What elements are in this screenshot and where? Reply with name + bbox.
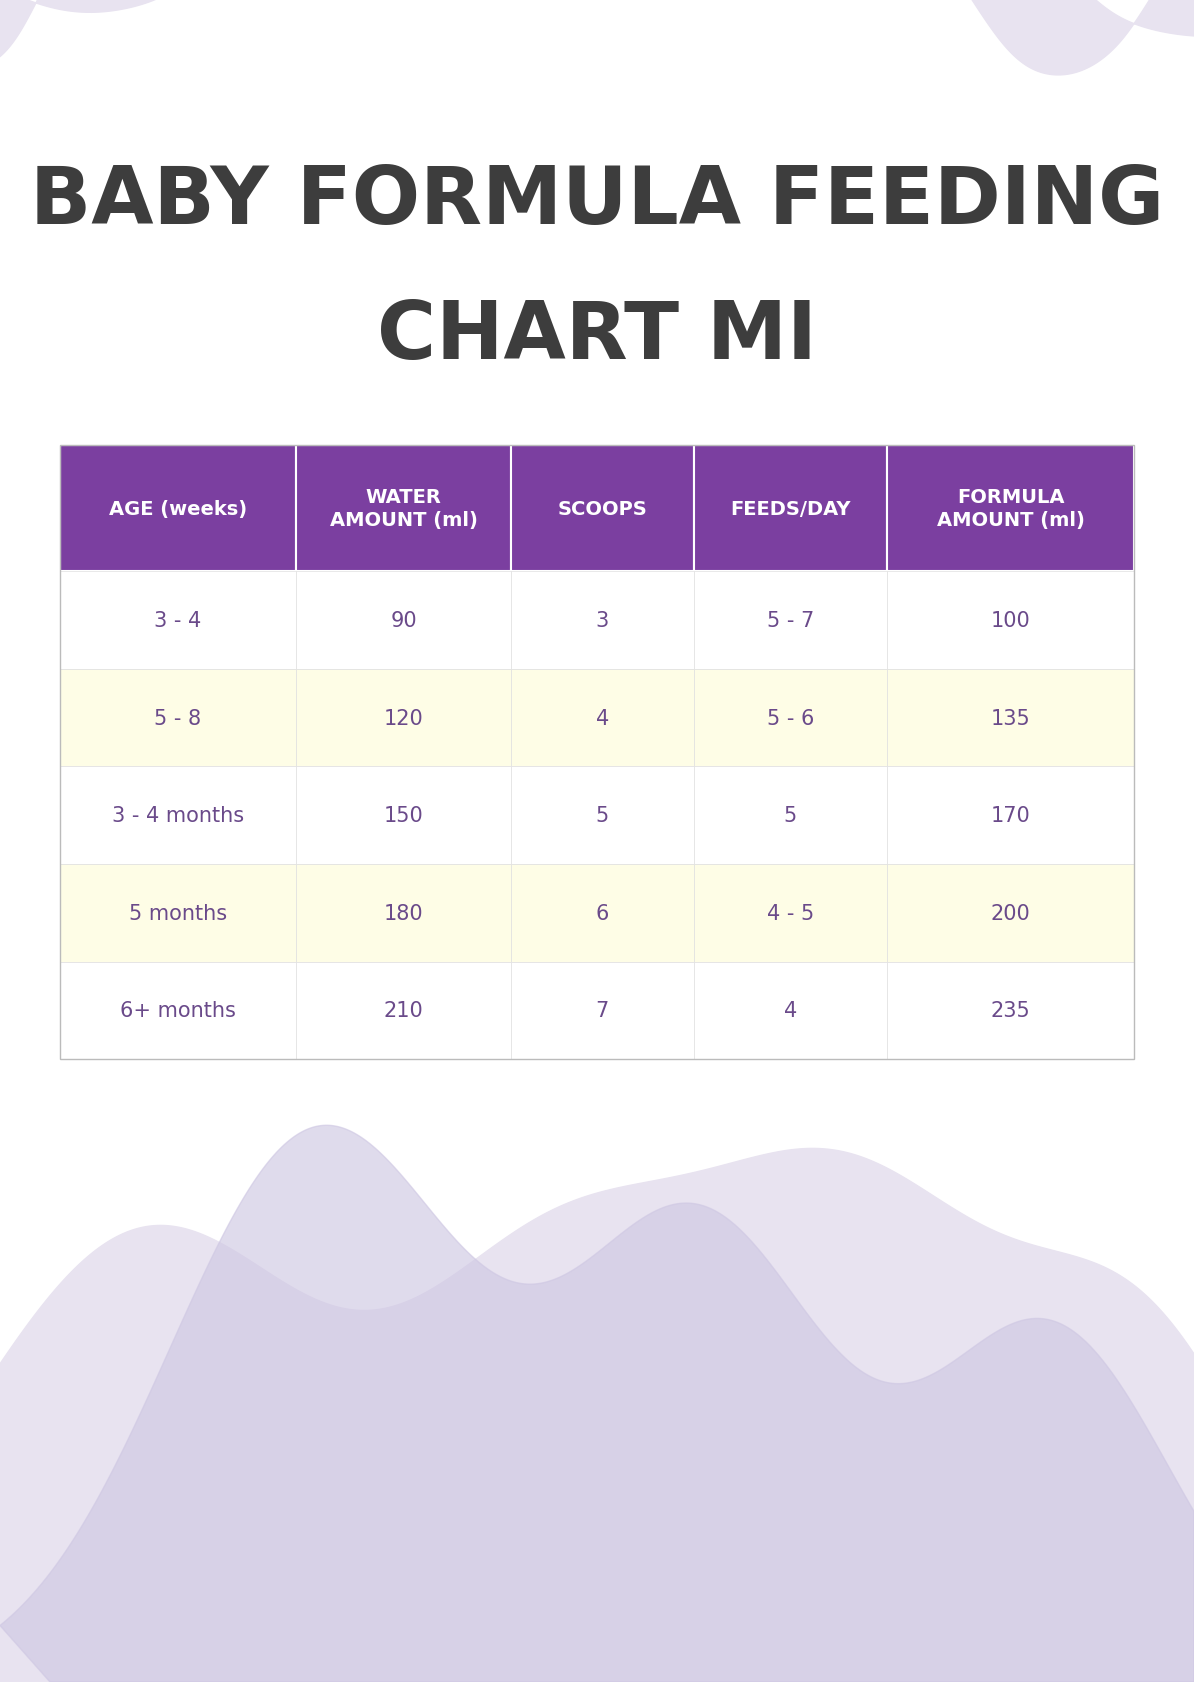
Text: 200: 200 [991, 903, 1030, 923]
FancyBboxPatch shape [511, 767, 694, 865]
FancyBboxPatch shape [296, 446, 511, 572]
Text: 235: 235 [991, 1001, 1030, 1021]
FancyBboxPatch shape [60, 865, 296, 962]
Text: BABY FORMULA FEEDING: BABY FORMULA FEEDING [30, 163, 1164, 241]
FancyBboxPatch shape [887, 865, 1134, 962]
Polygon shape [0, 0, 183, 66]
Text: 5 - 8: 5 - 8 [154, 708, 202, 728]
FancyBboxPatch shape [694, 962, 887, 1060]
Text: 3: 3 [596, 611, 609, 631]
Text: 180: 180 [383, 903, 424, 923]
FancyBboxPatch shape [887, 962, 1134, 1060]
Text: 3 - 4: 3 - 4 [154, 611, 202, 631]
FancyBboxPatch shape [511, 865, 694, 962]
Text: 7: 7 [596, 1001, 609, 1021]
Text: 4: 4 [783, 1001, 798, 1021]
FancyBboxPatch shape [694, 572, 887, 669]
Text: 100: 100 [991, 611, 1030, 631]
Text: 5: 5 [596, 806, 609, 826]
Text: FORMULA
AMOUNT (ml): FORMULA AMOUNT (ml) [937, 488, 1084, 530]
Text: 3 - 4 months: 3 - 4 months [112, 806, 244, 826]
Polygon shape [0, 1149, 1194, 1682]
FancyBboxPatch shape [887, 669, 1134, 767]
FancyBboxPatch shape [296, 767, 511, 865]
FancyBboxPatch shape [511, 446, 694, 572]
Text: 4: 4 [596, 708, 609, 728]
Text: 5 months: 5 months [129, 903, 227, 923]
FancyBboxPatch shape [511, 572, 694, 669]
Text: 90: 90 [390, 611, 417, 631]
Text: 5: 5 [783, 806, 798, 826]
FancyBboxPatch shape [296, 865, 511, 962]
FancyBboxPatch shape [60, 962, 296, 1060]
Text: 5 - 7: 5 - 7 [767, 611, 814, 631]
Text: 6: 6 [596, 903, 609, 923]
Text: 5 - 6: 5 - 6 [767, 708, 814, 728]
Text: FEEDS/DAY: FEEDS/DAY [731, 500, 850, 518]
FancyBboxPatch shape [694, 767, 887, 865]
Text: WATER
AMOUNT (ml): WATER AMOUNT (ml) [330, 488, 478, 530]
FancyBboxPatch shape [511, 962, 694, 1060]
FancyBboxPatch shape [296, 572, 511, 669]
Text: 150: 150 [383, 806, 424, 826]
Text: CHART MI: CHART MI [377, 298, 817, 375]
FancyBboxPatch shape [60, 767, 296, 865]
FancyBboxPatch shape [694, 669, 887, 767]
Text: 120: 120 [383, 708, 424, 728]
Polygon shape [0, 1125, 1194, 1682]
Text: SCOOPS: SCOOPS [558, 500, 647, 518]
FancyBboxPatch shape [296, 962, 511, 1060]
FancyBboxPatch shape [694, 865, 887, 962]
Text: AGE (weeks): AGE (weeks) [109, 500, 247, 518]
Text: 4 - 5: 4 - 5 [767, 903, 814, 923]
Text: 135: 135 [991, 708, 1030, 728]
Text: 170: 170 [991, 806, 1030, 826]
FancyBboxPatch shape [887, 572, 1134, 669]
FancyBboxPatch shape [60, 572, 296, 669]
FancyBboxPatch shape [511, 669, 694, 767]
Polygon shape [946, 0, 1194, 76]
Text: 210: 210 [383, 1001, 424, 1021]
Text: 6+ months: 6+ months [119, 1001, 236, 1021]
FancyBboxPatch shape [694, 446, 887, 572]
FancyBboxPatch shape [887, 767, 1134, 865]
FancyBboxPatch shape [60, 669, 296, 767]
FancyBboxPatch shape [887, 446, 1134, 572]
FancyBboxPatch shape [60, 446, 296, 572]
FancyBboxPatch shape [296, 669, 511, 767]
